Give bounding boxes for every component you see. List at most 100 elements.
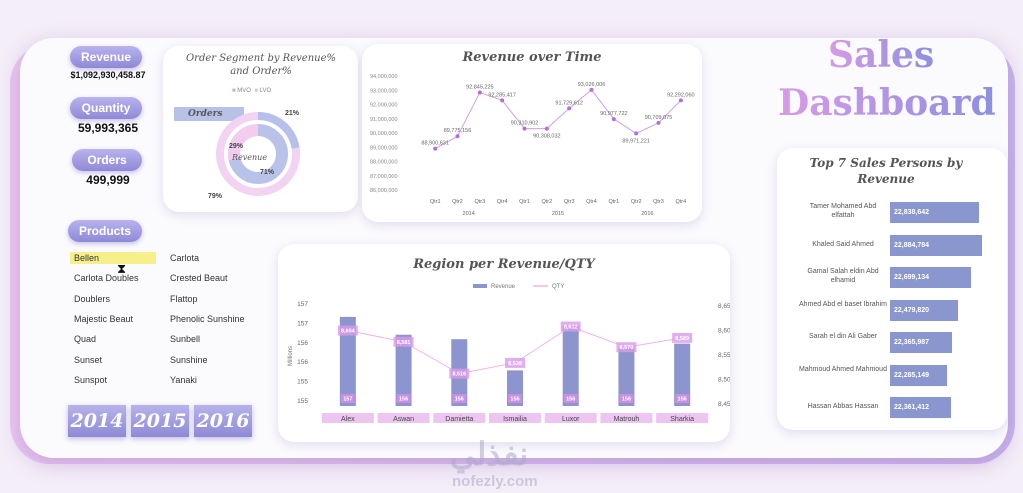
pct-21: 21%	[285, 110, 300, 117]
year-2015-button[interactable]: 2015	[131, 405, 189, 437]
x-category-label: Luxor	[562, 416, 580, 423]
data-label: 90,709,075	[645, 115, 673, 121]
revenue-point	[634, 131, 639, 136]
y-tick-label: 87,000,000	[370, 174, 398, 180]
sales-person-name: Gamal Salah eldin Abd elhamid	[807, 268, 879, 284]
data-label: 88,900,631	[421, 141, 449, 147]
right-tick-label: 8,450	[718, 401, 730, 408]
revenue-time-chart: 94,000,000 93,000,000 92,000,000 91,000,000…	[370, 74, 695, 217]
product-item[interactable]: Phenolic Sunshine	[170, 313, 245, 324]
y-tick-label: 92,000,000	[370, 103, 398, 109]
qty-data-label: 8,516	[452, 372, 466, 378]
product-item[interactable]: Doublers	[74, 293, 111, 304]
y-tick-label: 90,000,000	[370, 131, 398, 137]
year-2014-button[interactable]: 2014	[68, 405, 126, 437]
qty-label-bg	[672, 332, 693, 343]
x-category-label: Matrouh	[614, 416, 640, 423]
product-item[interactable]: Sunset	[74, 354, 103, 365]
bar-data-label: 157	[343, 397, 352, 403]
qty-label-bg	[337, 325, 358, 336]
orders-kpi-label: Orders	[72, 149, 142, 171]
sales-person-name: Sarah el din Ali Gaber	[808, 333, 878, 340]
revenue-line	[434, 89, 682, 150]
region-title: Region per Revenue/QTY	[413, 257, 595, 272]
revenue-time-title: Revenue over Time	[462, 50, 602, 65]
legend-revenue-swatch	[473, 284, 487, 288]
sales-person-value: 22,365,987	[894, 339, 930, 346]
data-label: 93,026,006	[578, 82, 606, 88]
bar-label-bg	[675, 394, 690, 403]
right-tick-label: 8,600	[718, 328, 730, 335]
x-tick-label: Qtr2	[452, 199, 463, 205]
inner-ring-mvo	[228, 123, 259, 161]
revenue-point	[544, 126, 549, 131]
qty-label-bg	[505, 357, 525, 368]
x-category-label: Damietta	[445, 416, 473, 423]
x-category-label: Ismailia	[503, 416, 527, 423]
product-item[interactable]: Yanaki	[170, 374, 197, 385]
x-tick-label: Qtr3	[564, 199, 575, 205]
qty-data-label: 8,589	[675, 336, 689, 342]
data-label: 89,971,221	[622, 138, 650, 144]
qty-label-bg	[560, 321, 581, 332]
revenue-point	[678, 98, 683, 103]
x-tick-label: Qtr1	[430, 199, 441, 205]
data-label: 91,729,612	[555, 100, 583, 106]
product-item[interactable]: Sunshine	[170, 354, 208, 365]
y-tick-label: 93,000,000	[370, 88, 398, 94]
segment-legend: ■ MVO ■ LVO	[232, 88, 272, 94]
sales-person-bar	[890, 397, 952, 418]
watermark-arabic: نفذلي	[450, 436, 529, 472]
x-tick-label: Qtr1	[608, 199, 619, 205]
revenue-ring-label: Revenue	[232, 153, 268, 162]
quantity-kpi-value: 59,993,365	[77, 121, 139, 135]
sales-person-bar	[890, 332, 952, 353]
x-tick-label: Qtr4	[497, 199, 508, 205]
product-item[interactable]: Flattop	[170, 293, 198, 304]
qty-data-label: 8,538	[508, 361, 522, 367]
x-tick-label: Qtr3	[474, 199, 485, 205]
product-item[interactable]: Crested Beaut	[170, 273, 228, 284]
year-2016-button[interactable]: 2016	[194, 405, 252, 437]
sales-person-bar	[890, 234, 982, 256]
year-group-label: 2015	[552, 211, 564, 217]
revenue-bar	[674, 343, 691, 406]
outer-ring-mvo	[257, 112, 300, 149]
product-item[interactable]: Sunbell	[170, 334, 201, 345]
data-label: 92,292,060	[667, 92, 695, 98]
revenue-bar	[339, 316, 356, 406]
data-label: 89,775,156	[444, 128, 472, 134]
revenue-point	[477, 90, 482, 95]
revenue-point	[656, 120, 661, 125]
product-item[interactable]: Sunspot	[74, 374, 108, 385]
segment-donut	[216, 112, 300, 196]
pct-29: 29%	[229, 143, 244, 150]
legend-revenue-label: Revenue	[491, 284, 516, 290]
product-item[interactable]: Majestic Beaut	[74, 313, 134, 324]
y-left-axis-label: Millions	[288, 346, 294, 366]
left-tick-label: 156	[297, 359, 308, 366]
sales-person-value: 22,361,412	[894, 404, 930, 411]
bar-label-bg	[452, 394, 467, 403]
x-category-label: Aswan	[393, 416, 414, 423]
bar-data-label: 156	[566, 397, 575, 403]
data-label: 90,977,722	[600, 111, 628, 117]
product-item[interactable]: Quad	[74, 334, 97, 345]
sales-person-bar	[890, 364, 947, 386]
revenue-point	[500, 98, 505, 103]
x-tick-label: Qtr1	[519, 199, 530, 205]
x-tick-label: Qtr3	[653, 199, 664, 205]
products-slicer-label: Products	[68, 220, 142, 242]
qty-data-label: 8,604	[341, 329, 356, 335]
product-item[interactable]: Carlota Doubles	[74, 273, 139, 284]
product-item[interactable]: Bellen	[74, 253, 100, 263]
right-tick-label: 8,550	[718, 352, 730, 359]
category-tab	[544, 413, 597, 423]
qty-label-bg	[449, 368, 470, 379]
data-label: 92,845,225	[466, 84, 494, 90]
sales-person-value: 22,285,149	[894, 371, 930, 379]
top-sales-card	[777, 148, 1007, 430]
bar-label-bg	[340, 394, 355, 403]
product-item[interactable]: Carlota	[170, 253, 200, 263]
top-sales-title: Top 7 Sales Persons by Revenue	[809, 156, 963, 186]
